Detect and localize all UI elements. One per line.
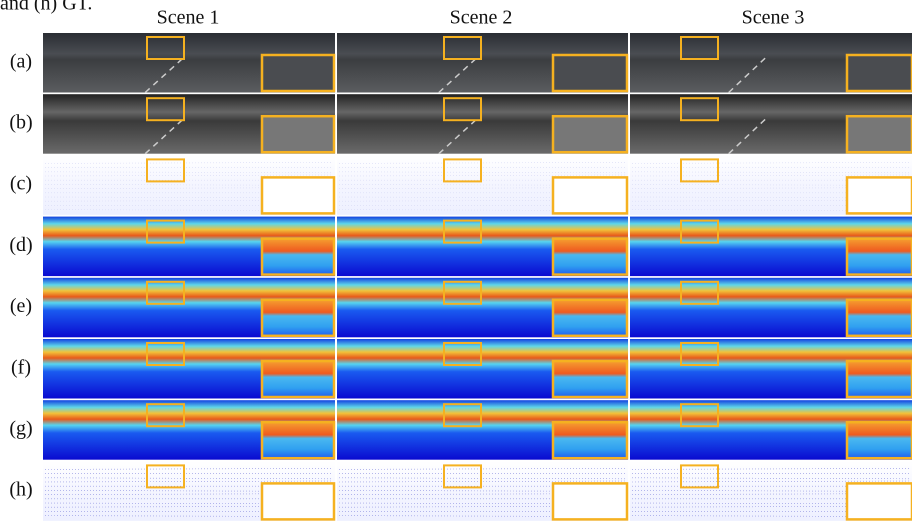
column-header: Scene 1 [157,7,220,29]
column-header: Scene 3 [742,7,805,29]
zoom-inset [262,361,334,397]
zoom-inset [262,55,334,91]
zoom-inset [553,239,627,275]
zoom-inset [262,422,334,458]
row-label: (d) [9,234,32,256]
row-label: (g) [9,418,32,440]
caption-fragment: and (h) GT. [0,0,92,15]
zoom-inset [553,116,627,152]
zoom-inset [847,239,912,275]
zoom-inset [262,116,334,152]
zoom-inset [262,177,334,213]
zoom-inset [847,361,912,397]
zoom-inset [847,116,912,152]
zoom-inset [262,239,334,275]
zoom-inset [847,483,912,519]
zoom-inset [262,300,334,336]
row-label: (h) [9,479,32,501]
zoom-inset [553,361,627,397]
row-label: (c) [10,173,32,195]
row-label: (a) [10,50,32,72]
row-label: (b) [9,112,32,134]
zoom-inset [847,177,912,213]
column-header: Scene 2 [450,7,513,29]
panel-grid: Scene 1 Scene 2 Scene 3 (a) (b) (c) (d) (e) (f) (… [9,7,912,521]
zoom-inset [553,483,627,519]
zoom-inset [262,483,334,519]
zoom-inset [847,300,912,336]
zoom-inset [847,422,912,458]
zoom-inset [847,55,912,91]
figure: and (h) GT. Scene 1 Scene 2 Scene 3 (a) (b) (… [0,0,912,521]
zoom-inset [553,300,627,336]
zoom-inset [553,55,627,91]
zoom-inset [553,177,627,213]
row-label: (f) [11,356,31,378]
zoom-inset [553,422,627,458]
row-label: (e) [10,295,32,317]
